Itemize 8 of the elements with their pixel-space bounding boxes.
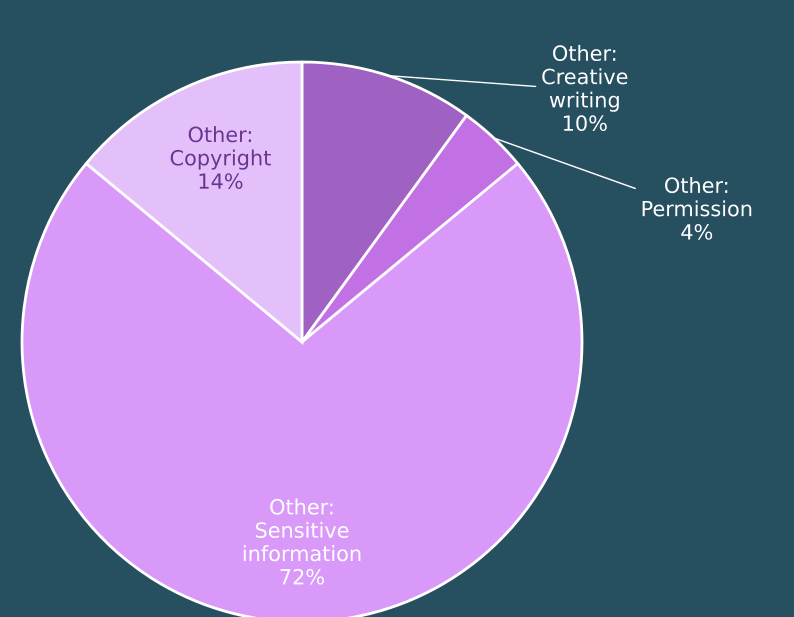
data-label: 4% xyxy=(681,224,712,240)
slice-label: Other: Sensitive information xyxy=(244,498,360,562)
slice-label: Other: Permission xyxy=(642,176,752,216)
data-label: 10% xyxy=(564,115,607,132)
data-label: 72% xyxy=(280,568,324,585)
slice-label: Other: Creative writing xyxy=(542,44,628,112)
slice-label: Other: Copyright xyxy=(170,126,271,170)
data-label: 14% xyxy=(200,173,242,189)
